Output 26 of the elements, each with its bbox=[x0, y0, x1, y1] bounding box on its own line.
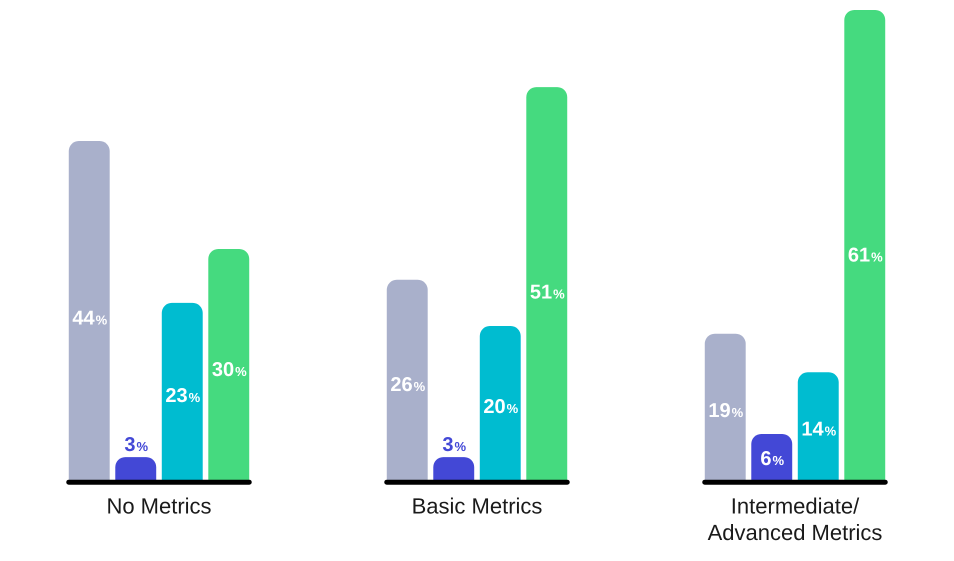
bar bbox=[208, 248, 250, 480]
bar bbox=[798, 372, 839, 480]
data-label: 30% bbox=[212, 359, 248, 382]
data-label: 14% bbox=[801, 418, 837, 440]
data-label: 26% bbox=[390, 374, 426, 396]
x-tick-label: Intermediate/ Advanced Metrics bbox=[708, 493, 882, 545]
data-label: 6% bbox=[760, 448, 785, 470]
bar bbox=[386, 280, 428, 480]
bar bbox=[115, 457, 156, 480]
x-tick-label: Basic Metrics bbox=[412, 493, 542, 518]
data-label: 3% bbox=[442, 434, 467, 456]
data-label: 20% bbox=[483, 396, 519, 418]
data-label: 51% bbox=[530, 282, 566, 304]
bar bbox=[704, 334, 746, 480]
bar bbox=[433, 457, 474, 480]
x-tick-label: No Metrics bbox=[106, 493, 212, 518]
bar bbox=[844, 10, 886, 480]
bar bbox=[526, 87, 568, 480]
data-label: 23% bbox=[165, 385, 201, 408]
bar bbox=[480, 326, 521, 480]
data-label: 44% bbox=[72, 307, 108, 330]
bar bbox=[162, 302, 203, 480]
data-label: 3% bbox=[124, 434, 149, 456]
bar bbox=[68, 141, 110, 480]
data-label: 61% bbox=[848, 244, 884, 267]
data-label: 19% bbox=[708, 400, 744, 422]
